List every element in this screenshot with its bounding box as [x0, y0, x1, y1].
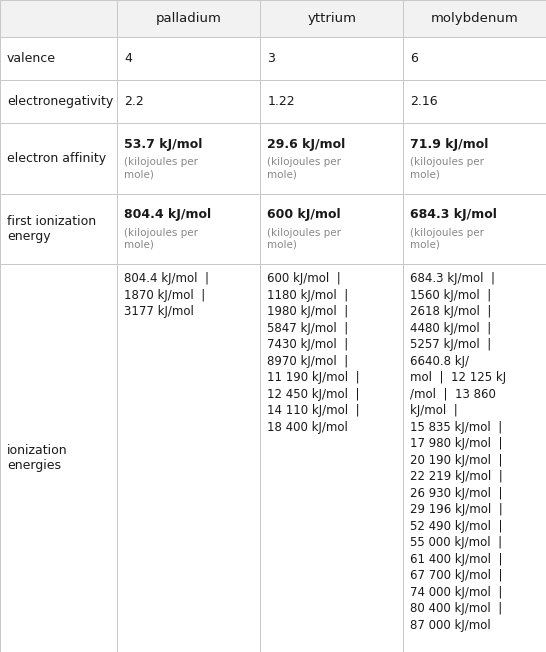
Bar [403, 194, 546, 264]
Text: 53.7 kJ/mol: 53.7 kJ/mol [124, 138, 203, 151]
Bar [0, 0, 117, 37]
Bar [0, 37, 117, 80]
Bar [117, 264, 260, 652]
Bar [403, 264, 546, 652]
Text: 4: 4 [124, 52, 132, 65]
Text: first ionization
energy: first ionization energy [7, 215, 96, 243]
Bar [0, 264, 117, 652]
Bar [117, 0, 260, 37]
Bar [260, 0, 403, 37]
Bar [403, 80, 546, 123]
Text: ionization
energies: ionization energies [7, 444, 68, 472]
Text: 2.2: 2.2 [124, 95, 144, 108]
Bar [117, 194, 260, 264]
Text: palladium: palladium [156, 12, 222, 25]
Text: yttrium: yttrium [307, 12, 357, 25]
Bar [117, 80, 260, 123]
Bar [0, 123, 117, 194]
Bar [260, 80, 403, 123]
Text: (kilojoules per
mole): (kilojoules per mole) [411, 228, 484, 250]
Text: electronegativity: electronegativity [7, 95, 113, 108]
Bar [117, 123, 260, 194]
Bar [403, 123, 546, 194]
Text: (kilojoules per
mole): (kilojoules per mole) [268, 228, 341, 250]
Text: 3: 3 [268, 52, 275, 65]
Text: (kilojoules per
mole): (kilojoules per mole) [124, 228, 198, 250]
Text: 600 kJ/mol  |
1180 kJ/mol  |
1980 kJ/mol  |
5847 kJ/mol  |
7430 kJ/mol  |
8970 k: 600 kJ/mol | 1180 kJ/mol | 1980 kJ/mol |… [268, 272, 360, 434]
Text: (kilojoules per
mole): (kilojoules per mole) [411, 158, 484, 179]
Bar [0, 80, 117, 123]
Bar [260, 123, 403, 194]
Bar [403, 37, 546, 80]
Bar [260, 194, 403, 264]
Text: valence: valence [7, 52, 56, 65]
Bar [260, 37, 403, 80]
Text: 600 kJ/mol: 600 kJ/mol [268, 208, 341, 221]
Text: 1.22: 1.22 [268, 95, 295, 108]
Text: 2.16: 2.16 [411, 95, 438, 108]
Text: 684.3 kJ/mol  |
1560 kJ/mol  |
2618 kJ/mol  |
4480 kJ/mol  |
5257 kJ/mol  |
6640: 684.3 kJ/mol | 1560 kJ/mol | 2618 kJ/mol… [411, 272, 507, 632]
Bar [403, 0, 546, 37]
Text: 804.4 kJ/mol: 804.4 kJ/mol [124, 208, 211, 221]
Text: 71.9 kJ/mol: 71.9 kJ/mol [411, 138, 489, 151]
Bar [0, 194, 117, 264]
Bar [117, 37, 260, 80]
Text: electron affinity: electron affinity [7, 152, 106, 165]
Text: 804.4 kJ/mol  |
1870 kJ/mol  |
3177 kJ/mol: 804.4 kJ/mol | 1870 kJ/mol | 3177 kJ/mol [124, 272, 209, 318]
Text: (kilojoules per
mole): (kilojoules per mole) [268, 158, 341, 179]
Text: 684.3 kJ/mol: 684.3 kJ/mol [411, 208, 497, 221]
Text: (kilojoules per
mole): (kilojoules per mole) [124, 158, 198, 179]
Text: molybdenum: molybdenum [431, 12, 519, 25]
Bar [260, 264, 403, 652]
Text: 29.6 kJ/mol: 29.6 kJ/mol [268, 138, 346, 151]
Text: 6: 6 [411, 52, 418, 65]
